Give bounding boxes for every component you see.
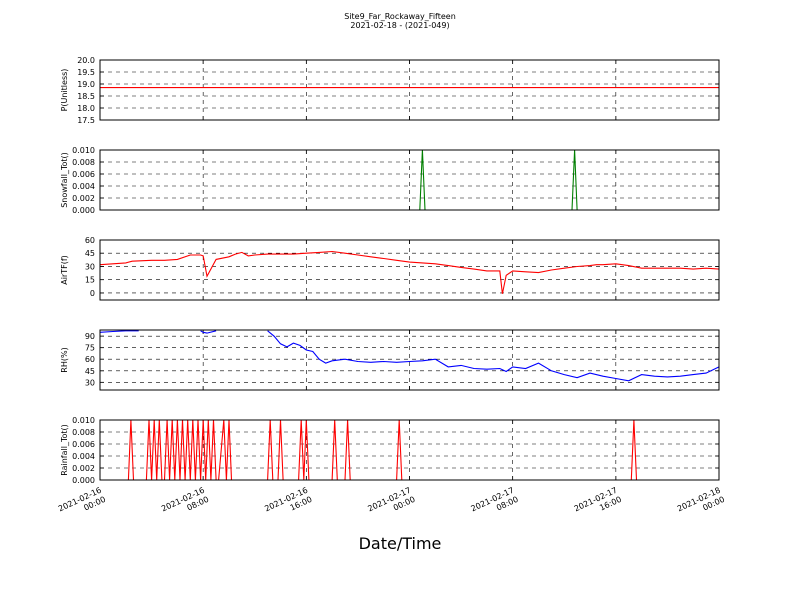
y-tick-label: 60 — [85, 355, 95, 364]
y-tick-label: 45 — [85, 249, 95, 258]
y-tick-label: 0.000 — [72, 476, 95, 485]
plot-frame — [99, 59, 720, 121]
y-tick-label: 0.006 — [72, 440, 95, 449]
plot-frame — [99, 239, 720, 301]
series-line — [200, 330, 217, 334]
x-tick-label: 2021-02-1608:00 — [160, 486, 210, 523]
y-tick-label: 0.000 — [72, 206, 95, 215]
plot-frame — [99, 329, 720, 391]
y-tick-label: 45 — [85, 367, 95, 376]
y-tick-label: 0.008 — [72, 158, 95, 167]
chart-subtitle: 2021-02-18 - (2021-049) — [350, 21, 450, 30]
series-line — [267, 330, 719, 382]
y-axis-label: Snowfall_Tot() — [60, 152, 69, 208]
x-tick-label: 2021-02-1800:00 — [676, 486, 726, 523]
y-tick-label: 19.0 — [77, 80, 95, 89]
y-tick-label: 90 — [85, 332, 95, 341]
series-line — [100, 150, 719, 210]
x-tick-label: 2021-02-1708:00 — [470, 486, 520, 523]
y-tick-label: 0.004 — [72, 182, 95, 191]
y-axis-label: RH(%) — [60, 347, 69, 372]
x-tick-label: 2021-02-1716:00 — [573, 486, 623, 523]
y-tick-label: 0.010 — [72, 416, 95, 425]
y-tick-label: 0.008 — [72, 428, 95, 437]
series-line — [100, 330, 139, 333]
y-tick-label: 30 — [85, 262, 95, 271]
x-tick-label: 2021-02-1700:00 — [366, 486, 416, 523]
y-tick-label: 18.0 — [77, 104, 95, 113]
series-line — [100, 250, 719, 294]
y-tick-label: 0.004 — [72, 452, 95, 461]
chart-title: Site9_Far_Rockaway_Fifteen — [344, 12, 456, 21]
y-tick-label: 18.5 — [77, 92, 95, 101]
y-axis-label: Rainfall_Tot() — [60, 424, 69, 476]
plot-frame — [99, 419, 720, 481]
y-tick-label: 75 — [85, 344, 95, 353]
y-tick-label: 15 — [85, 276, 95, 285]
y-tick-label: 17.5 — [77, 116, 95, 125]
y-tick-label: 30 — [85, 378, 95, 387]
plot-frame — [99, 149, 720, 211]
x-tick-label: 2021-02-1600:00 — [57, 486, 107, 523]
y-axis-label: AirTF(f) — [60, 255, 69, 285]
y-tick-label: 60 — [85, 236, 95, 245]
x-tick-label: 2021-02-1616:00 — [263, 486, 313, 523]
y-tick-label: 19.5 — [77, 68, 95, 77]
y-tick-label: 0.002 — [72, 194, 95, 203]
y-tick-label: 20.0 — [77, 56, 95, 65]
y-axis-label: P(Unitless) — [60, 69, 69, 112]
y-tick-label: 0.006 — [72, 170, 95, 179]
y-tick-label: 0 — [90, 289, 95, 298]
y-tick-label: 0.010 — [72, 146, 95, 155]
x-axis-label: Date/Time — [358, 534, 442, 553]
series-line — [100, 420, 719, 480]
y-tick-label: 0.002 — [72, 464, 95, 473]
